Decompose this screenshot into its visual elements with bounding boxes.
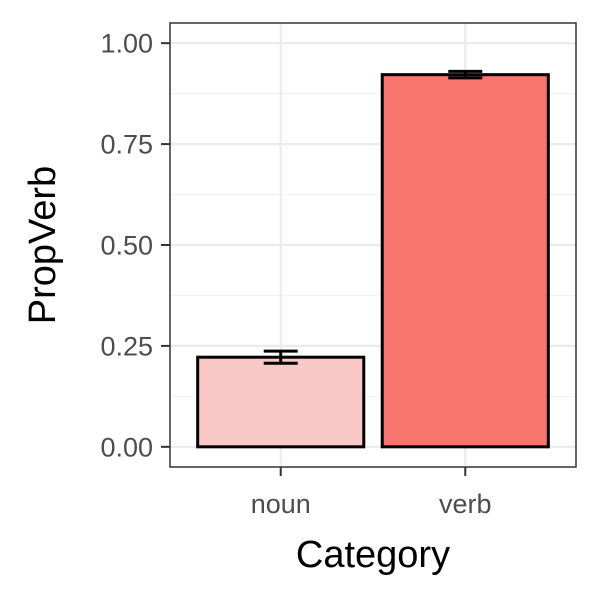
x-axis-title: Category — [296, 534, 450, 576]
bar-noun — [196, 355, 366, 449]
y-tick-label: 0.75 — [100, 130, 153, 160]
y-tick-label: 1.00 — [100, 29, 153, 59]
bars — [196, 73, 550, 449]
x-tick-label-noun: noun — [251, 489, 311, 519]
y-tick-label: 0.00 — [100, 432, 153, 462]
y-axis: 0.00 0.25 0.50 0.75 1.00 — [100, 29, 170, 462]
x-axis: noun verb — [251, 467, 492, 519]
y-tick-label: 0.25 — [100, 331, 153, 361]
y-axis-title: PropVerb — [22, 166, 64, 324]
error-bars — [263, 69, 483, 365]
x-tick-label-verb: verb — [439, 489, 492, 519]
y-tick-label: 0.50 — [100, 231, 153, 261]
bar-verb — [380, 73, 550, 449]
